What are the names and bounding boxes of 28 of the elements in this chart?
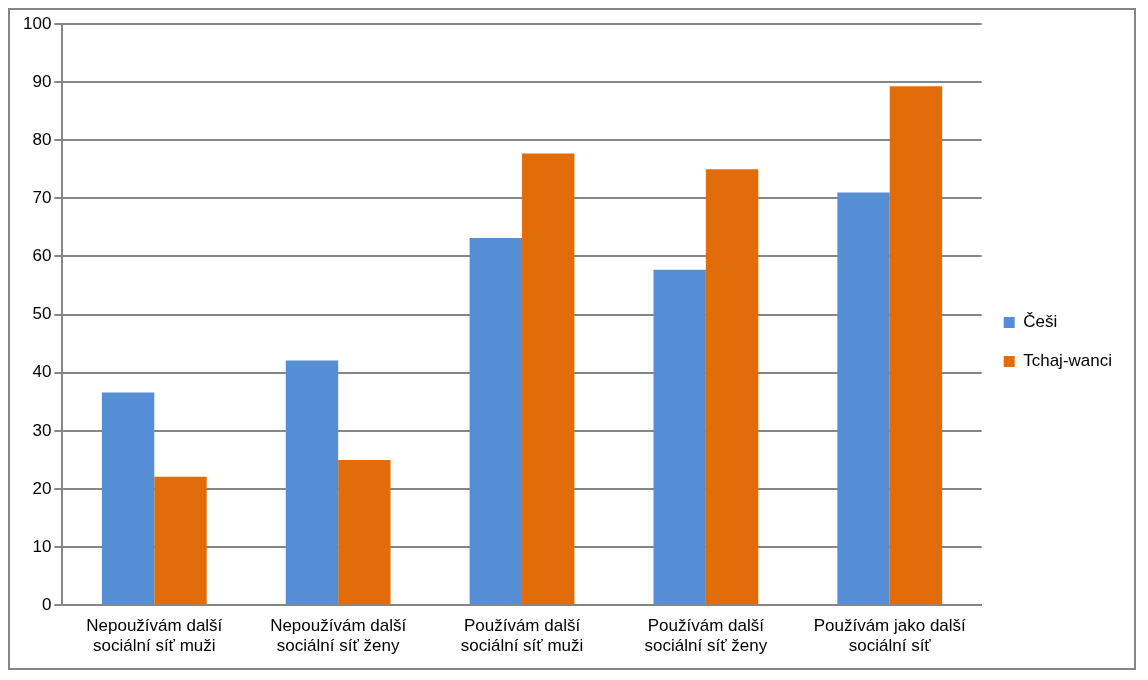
y-tick-label: 70: [32, 188, 52, 208]
x-tick-label: Používám další sociální síť muži: [460, 616, 584, 656]
y-tick-label: 100: [22, 13, 52, 33]
legend-label: Tchaj-wanci: [1023, 351, 1112, 371]
y-tick-label: 40: [32, 362, 52, 382]
bar: [705, 169, 759, 605]
y-tick-label: 60: [32, 246, 52, 266]
y-tick-label: 20: [32, 478, 52, 498]
x-tick-label: Nepoužívám další sociální síť muži: [86, 616, 223, 656]
y-tick-label: 80: [32, 129, 52, 149]
y-tick-label: 90: [32, 71, 52, 91]
x-tick-label: Nepoužívám další sociální síť ženy: [270, 616, 407, 656]
y-tick-label: 50: [32, 304, 52, 324]
bar: [338, 459, 391, 605]
y-tick-label: 0: [41, 594, 52, 614]
x-tick-label: Používám jako další sociální síť: [813, 616, 967, 656]
legend-label: Češi: [1023, 312, 1058, 332]
bar: [101, 392, 155, 605]
bar: [889, 86, 943, 605]
bar: [285, 360, 339, 605]
bar: [154, 476, 207, 605]
bar: [653, 269, 706, 605]
bar: [522, 153, 575, 605]
y-tick-label: 10: [32, 536, 52, 556]
x-tick-label: Používám další sociální síť ženy: [644, 616, 768, 656]
y-tick-label: 30: [32, 420, 52, 440]
bar: [837, 192, 890, 605]
bar: [469, 237, 523, 605]
